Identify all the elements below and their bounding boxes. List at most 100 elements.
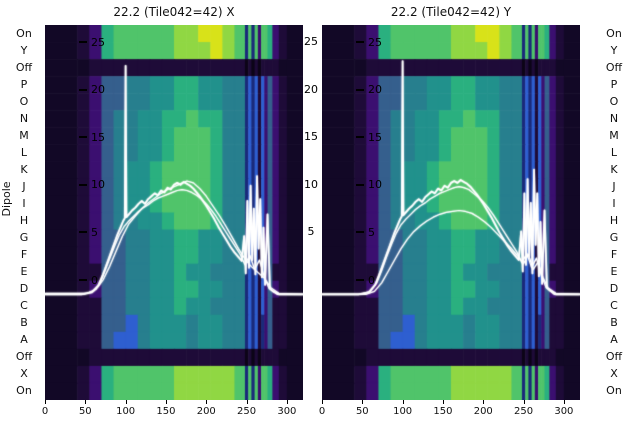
profile-tick-label: 25 xyxy=(91,35,105,49)
profile-tick-label: 5 xyxy=(368,225,375,239)
row-label-left: H xyxy=(19,214,29,228)
row-label-right: L xyxy=(610,145,618,159)
row-label-left: D xyxy=(19,282,29,296)
profile-tick: 5 xyxy=(356,224,375,240)
x-tick-label: 150 xyxy=(433,406,453,417)
x-tick-mark xyxy=(402,400,404,404)
profile-tick: 15 xyxy=(79,129,105,145)
row-label-left: O xyxy=(19,94,29,108)
row-label-left: Off xyxy=(15,60,33,74)
x-tick-mark xyxy=(45,400,46,404)
heatmap-canvas-x xyxy=(45,25,303,400)
panel-title-x: 22.2 (Tile042=42) X xyxy=(113,5,235,19)
heatmap-panel-x: 25 20 15 10 5 0 0 50 100 150 200 250 300 xyxy=(42,25,303,417)
row-label-left: L xyxy=(20,145,28,159)
row-label-right: On xyxy=(606,26,622,40)
row-label-left: B xyxy=(20,316,28,330)
tick-dash-icon xyxy=(79,183,87,186)
shared-tick-label: 10 xyxy=(304,177,318,191)
x-tick-mark xyxy=(246,400,248,404)
row-label-left: N xyxy=(19,111,29,125)
profile-tick: 20 xyxy=(79,82,105,98)
x-tick-label: 250 xyxy=(237,406,257,417)
row-label-left: J xyxy=(22,179,26,193)
row-label-right: A xyxy=(610,333,618,347)
heatmap-canvas-y xyxy=(322,25,580,400)
profile-tick: 0 xyxy=(356,272,375,288)
tick-dash-icon xyxy=(79,136,87,139)
row-label-right: Off xyxy=(605,350,623,364)
x-tick-label: 250 xyxy=(514,406,534,417)
row-label-left: C xyxy=(20,299,28,313)
row-label-right: X xyxy=(610,367,618,381)
tick-dash-icon xyxy=(79,88,87,91)
row-label-right: I xyxy=(612,196,616,210)
shared-tick-label: 15 xyxy=(304,130,318,144)
shared-axis-ticks: 25 20 15 10 5 xyxy=(299,0,323,440)
profile-tick: 20 xyxy=(356,82,382,98)
row-label-left: E xyxy=(20,265,28,279)
profile-tick-label: 15 xyxy=(91,130,105,144)
tick-dash-icon xyxy=(356,41,364,43)
row-label-left: I xyxy=(22,196,26,210)
x-tick-mark xyxy=(165,400,167,404)
row-label-left: X xyxy=(20,367,28,381)
profile-tick: 25 xyxy=(356,34,382,50)
row-label-left: Y xyxy=(20,43,28,57)
row-label-right: On xyxy=(606,384,622,398)
row-label-right: K xyxy=(610,162,618,176)
x-tick-mark xyxy=(442,400,444,404)
row-label-right: P xyxy=(610,77,618,91)
tick-dash-icon xyxy=(356,136,364,139)
x-tick-label: 100 xyxy=(393,406,413,417)
row-label-left: F xyxy=(20,248,28,262)
tick-dash-icon xyxy=(356,279,364,281)
profile-tick-label: 25 xyxy=(368,35,382,49)
row-label-left: K xyxy=(20,162,28,176)
row-label-right: Y xyxy=(610,43,618,57)
x-tick-mark xyxy=(362,400,364,404)
profile-tick: 5 xyxy=(79,224,98,240)
x-tick-label: 200 xyxy=(473,406,493,417)
row-label-right: J xyxy=(612,179,616,193)
row-label-left: On xyxy=(16,384,32,398)
x-tick-label: 50 xyxy=(355,406,369,417)
row-label-right: B xyxy=(610,316,618,330)
shared-tick-label: 25 xyxy=(304,35,318,48)
row-label-right: G xyxy=(609,231,619,245)
panel-title-y: 22.2 (Tile042=42) Y xyxy=(390,5,512,19)
row-label-right: M xyxy=(609,128,619,142)
x-tick-mark xyxy=(206,400,208,404)
x-tick-label: 200 xyxy=(196,406,216,417)
row-label-left: G xyxy=(19,231,29,245)
x-tick-label: 50 xyxy=(78,406,92,417)
tick-dash-icon xyxy=(356,88,364,91)
profile-tick: 0 xyxy=(79,272,98,288)
x-tick-mark xyxy=(563,400,565,404)
profile-tick: 25 xyxy=(79,34,105,50)
profile-tick-label: 10 xyxy=(91,178,105,192)
x-tick-mark xyxy=(85,400,87,404)
row-label-right: D xyxy=(609,282,619,296)
row-labels-right: On Y Off P O N M L K J I H G F E D C B A Off X On xyxy=(598,0,630,440)
x-tick-label: 300 xyxy=(277,406,297,417)
row-label-right: C xyxy=(610,299,618,313)
x-tick-mark xyxy=(125,400,127,404)
heatmap-panel-y: 25 20 15 10 5 0 0 50 100 150 200 250 300 xyxy=(319,25,580,417)
profile-tick-label: 20 xyxy=(368,83,382,97)
row-label-left: A xyxy=(20,333,28,347)
row-label-right: N xyxy=(609,111,619,125)
profile-tick: 15 xyxy=(356,129,382,145)
profile-tick-label: 15 xyxy=(368,130,382,144)
shared-tick-label: 20 xyxy=(304,82,318,96)
x-tick-label: 150 xyxy=(156,406,176,417)
row-label-right: E xyxy=(610,265,618,279)
profile-tick-label: 20 xyxy=(91,83,105,97)
x-tick-mark xyxy=(322,400,323,404)
x-tick-label: 300 xyxy=(554,406,574,417)
profile-tick-label: 5 xyxy=(91,225,98,239)
row-label-left: P xyxy=(20,77,28,91)
tick-dash-icon xyxy=(79,231,87,234)
x-tick-mark xyxy=(483,400,485,404)
row-label-left: Off xyxy=(15,350,33,364)
